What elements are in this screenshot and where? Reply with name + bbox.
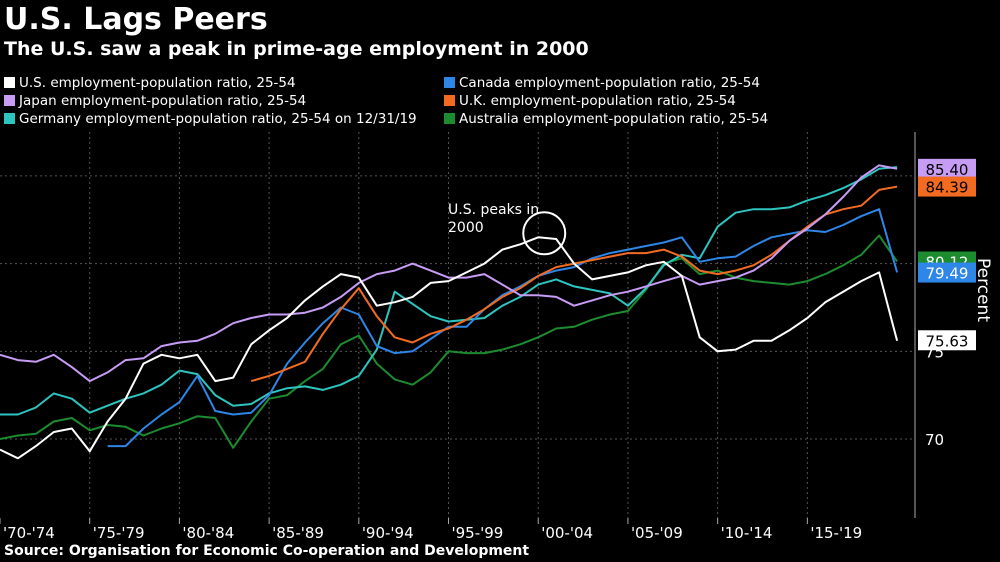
- value-tag: [918, 158, 976, 179]
- series-line: [0, 166, 898, 416]
- x-tick-label: '70-'74: [3, 524, 55, 542]
- x-tick-label: '05-'09: [631, 524, 683, 542]
- y-axis-label: Percent: [973, 258, 993, 322]
- value-tag-label: 75.63: [926, 332, 969, 350]
- legend-item-uk: U.K. employment-population ratio, 25-54: [444, 92, 736, 110]
- x-tick-label: '95-'99: [452, 524, 504, 542]
- series-line: [107, 208, 899, 448]
- x-tick-label: '80-'84: [182, 524, 234, 542]
- legend-label: Australia employment-population ratio, 2…: [459, 111, 769, 127]
- x-tick-label: '75-'79: [93, 524, 145, 542]
- legend-label: Germany employment-population ratio, 25-…: [19, 111, 417, 127]
- y-tick-label: 70: [925, 431, 944, 449]
- x-tick-label: '90-'94: [362, 524, 414, 542]
- annotation-text: 2000: [448, 220, 484, 236]
- source-note: Source: Organisation for Economic Co-ope…: [4, 543, 530, 559]
- value-tag-label: 85.40: [926, 161, 969, 179]
- series-line: [250, 185, 898, 383]
- legend-swatch: [4, 95, 15, 106]
- x-tick-label: '10-'14: [721, 524, 773, 542]
- legend-swatch: [444, 77, 455, 88]
- value-tag-label: 84.39: [926, 179, 969, 197]
- legend-swatch: [4, 113, 15, 124]
- legend-swatch: [444, 113, 455, 124]
- chart-legend: U.S. employment-population ratio, 25-54 …: [4, 74, 994, 128]
- x-tick-label: '00-'04: [541, 524, 593, 542]
- value-tag-label: 79.49: [926, 265, 969, 283]
- chart-subtitle: The U.S. saw a peak in prime-age employm…: [4, 38, 589, 60]
- series-line: [0, 164, 898, 383]
- legend-item-japan: Japan employment-population ratio, 25-54: [4, 92, 306, 110]
- series-line: [0, 234, 898, 449]
- legend-swatch: [444, 95, 455, 106]
- legend-swatch: [4, 77, 15, 88]
- legend-item-germany: Germany employment-population ratio, 25-…: [4, 110, 417, 128]
- legend-item-australia: Australia employment-population ratio, 2…: [444, 110, 768, 128]
- value-tag: [918, 330, 976, 351]
- legend-label: Canada employment-population ratio, 25-5…: [459, 75, 760, 91]
- legend-item-us: U.S. employment-population ratio, 25-54: [4, 74, 296, 92]
- peak-circle: [522, 211, 567, 256]
- series-line: [0, 236, 899, 460]
- x-tick-label: '15-'19: [810, 524, 862, 542]
- value-tag: [918, 176, 976, 197]
- legend-label: U.S. employment-population ratio, 25-54: [19, 75, 296, 91]
- x-tick-label: '85-'89: [272, 524, 324, 542]
- value-tag: [918, 262, 976, 283]
- chart-title: U.S. Lags Peers: [4, 2, 268, 37]
- legend-label: Japan employment-population ratio, 25-54: [19, 93, 307, 109]
- annotation-text: U.S. peaks in: [448, 202, 539, 218]
- legend-label: U.K. employment-population ratio, 25-54: [459, 93, 736, 109]
- legend-item-canada: Canada employment-population ratio, 25-5…: [444, 74, 760, 92]
